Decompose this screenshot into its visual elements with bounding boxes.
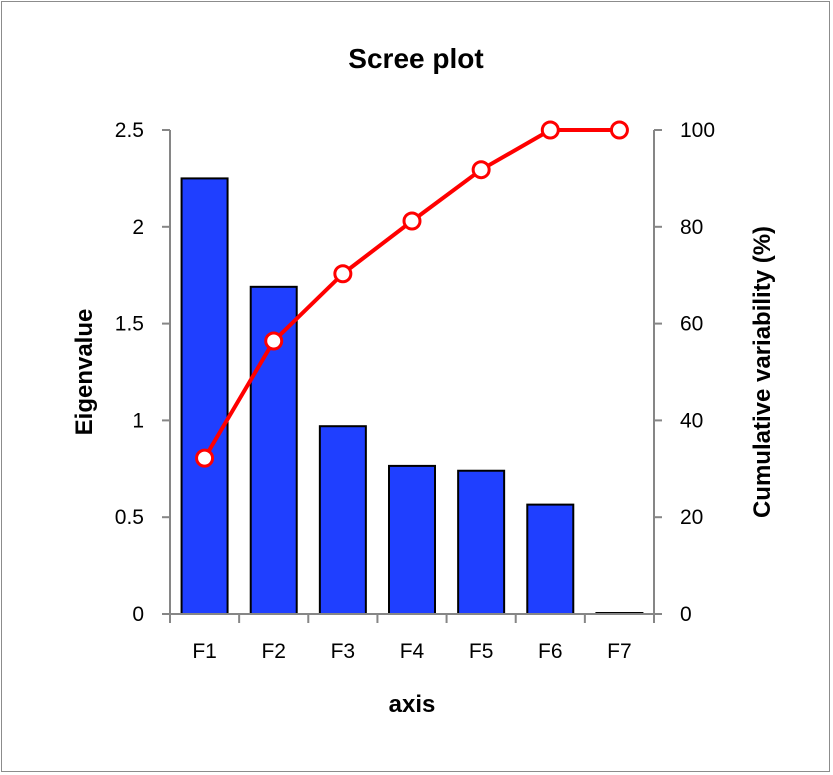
x-tick-label-f6: F6 (538, 640, 563, 663)
x-tick-label-f3: F3 (331, 640, 356, 663)
y-tick-label: 0 (132, 603, 144, 626)
cumulative-point-f1 (195, 448, 215, 468)
y-tick-label: 0.5 (115, 506, 144, 529)
y2-tick-label: 60 (680, 313, 703, 336)
bar-f5 (457, 469, 506, 615)
y-tick-label: 2 (132, 216, 144, 239)
y2-tick-label: 100 (680, 119, 715, 142)
x-tick-label-f7: F7 (607, 640, 632, 663)
y2-tick-label: 80 (680, 216, 703, 239)
cumulative-point-f6 (540, 120, 560, 140)
bar-f6 (526, 503, 575, 615)
cumulative-point-f3 (333, 264, 353, 284)
x-axis-title: axis (389, 691, 436, 718)
x-tick-label-f1: F1 (192, 640, 217, 663)
y-axis-title: Eigenvalue (71, 309, 98, 436)
x-tick-label-f4: F4 (400, 640, 425, 663)
chart-title: Scree plot (348, 43, 483, 74)
x-tick-label-f2: F2 (261, 640, 286, 663)
cumulative-point-f4 (402, 211, 422, 231)
bar-f3 (318, 425, 367, 616)
cumulative-point-f7 (609, 120, 629, 140)
y-tick-label: 1 (132, 409, 144, 432)
bar-f4 (388, 464, 436, 615)
cumulative-point-f2 (264, 331, 284, 351)
y2-axis-title: Cumulative variability (%) (749, 226, 776, 518)
y2-tick-label: 20 (680, 506, 703, 529)
x-tick-label-f5: F5 (469, 640, 494, 663)
y-tick-label: 1.5 (115, 313, 144, 336)
y2-tick-label: 40 (680, 409, 703, 432)
cumulative-point-f5 (471, 160, 491, 180)
plot-area: 0 0.5 1 1.5 2 2.5 0 20 40 60 80 100 F1 F2 F3 F4 F5 F6 F7 (115, 119, 715, 663)
y-tick-label: 2.5 (115, 119, 144, 142)
bar-f1 (180, 177, 229, 615)
y2-tick-label: 0 (680, 603, 692, 626)
